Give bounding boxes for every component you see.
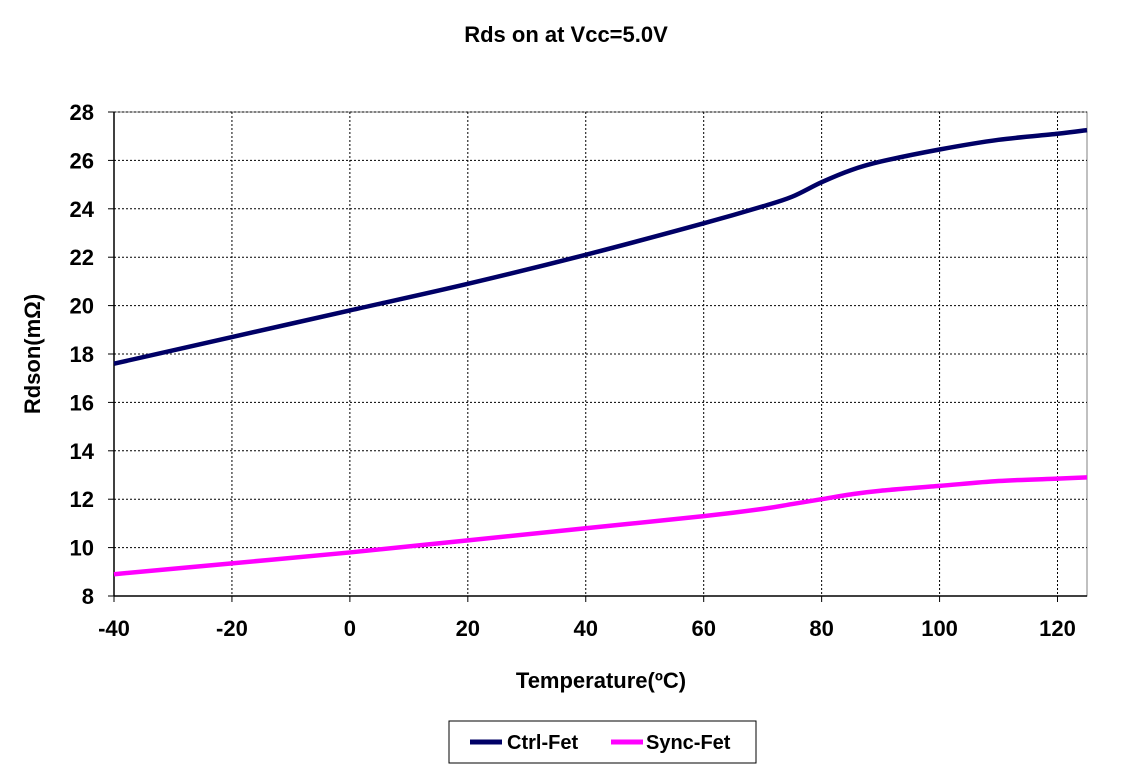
y-tick-label: 8 (82, 584, 94, 609)
y-tick-label: 12 (70, 487, 94, 512)
x-tick-label: 80 (809, 616, 833, 641)
x-tick-label: 100 (921, 616, 958, 641)
y-tick-label: 28 (70, 100, 94, 125)
y-tick-label: 22 (70, 245, 94, 270)
y-tick-label: 26 (70, 148, 94, 173)
legend-box (448, 720, 757, 764)
legend-label-ctrl-fet: Ctrl-Fet (507, 732, 578, 754)
y-axis-label: Rdson(mΩ) (20, 294, 45, 414)
series-layer (113, 127, 1088, 577)
series-line-ctrl-fet (113, 127, 1088, 366)
y-tick-label: 16 (70, 390, 94, 415)
x-tick-labels: -40 -20 0 20 40 60 80 100 120 (98, 616, 1076, 641)
y-tick-label: 20 (70, 294, 94, 319)
x-axis-label: Temperature(ºC) (516, 668, 686, 693)
x-tick-label: 0 (344, 616, 356, 641)
legend-label-sync-fet: Sync-Fet (646, 732, 731, 754)
x-tick-label: 20 (456, 616, 480, 641)
chart-title: Rds on at Vcc=5.0V (464, 22, 668, 47)
y-tick-label: 18 (70, 342, 94, 367)
y-tick-label: 10 (70, 536, 94, 561)
y-gridlines (108, 111, 1087, 597)
x-tick-label: 60 (691, 616, 715, 641)
y-tick-label: 24 (70, 197, 95, 222)
y-tick-label: 14 (70, 439, 95, 464)
x-tick-label: -20 (216, 616, 248, 641)
x-tick-label: -40 (98, 616, 130, 641)
x-tick-label: 120 (1039, 616, 1076, 641)
x-tick-label: 40 (574, 616, 598, 641)
plot-area (113, 111, 1088, 597)
y-tick-labels: 8 10 12 14 16 18 20 22 24 26 28 (70, 100, 95, 609)
series-line-sync-fet (113, 475, 1088, 577)
legend: Ctrl-Fet Sync-Fet (448, 720, 757, 764)
